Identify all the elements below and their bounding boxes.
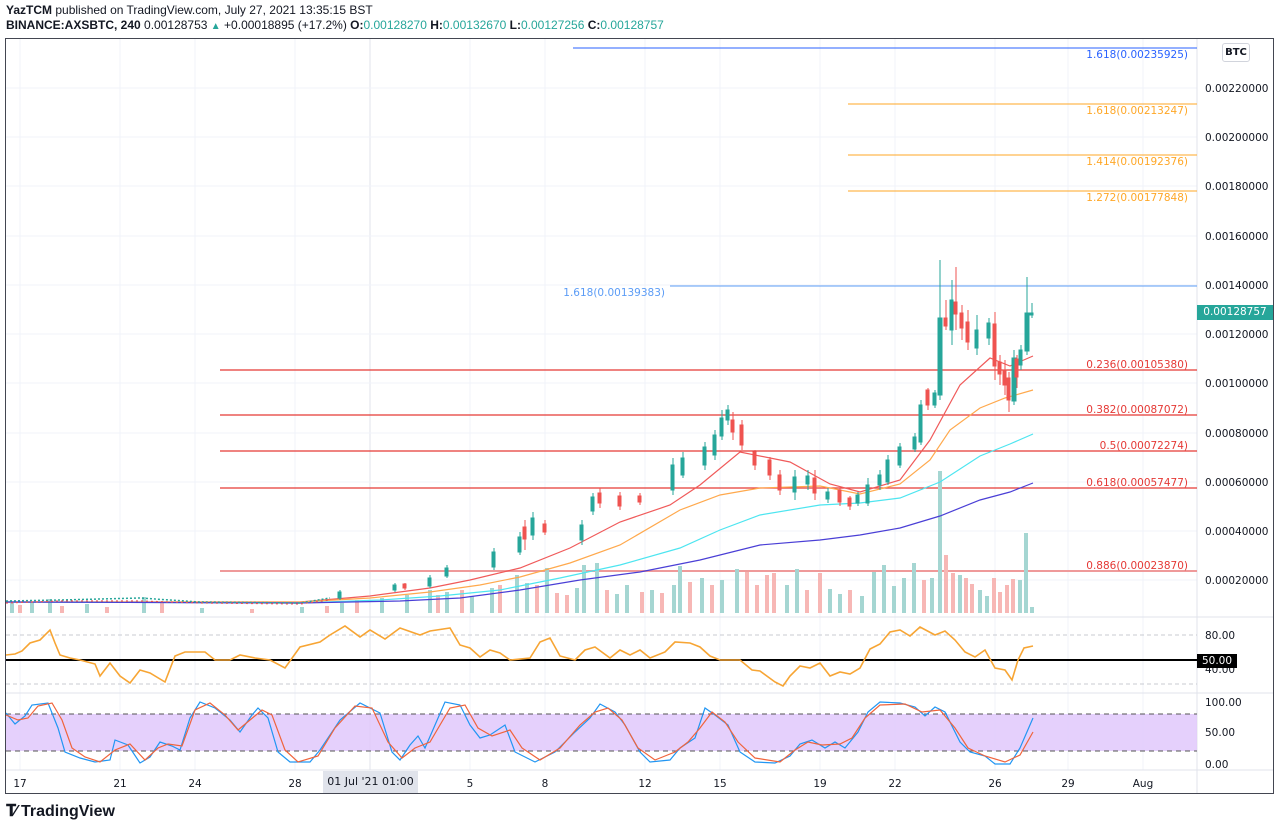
time-tick: 12 xyxy=(638,778,651,790)
svg-text:0.5(0.00072274): 0.5(0.00072274) xyxy=(1100,440,1188,452)
price-change: +0.00018895 (+17.2%) xyxy=(224,18,347,32)
svg-text:1.618(0.00139383): 1.618(0.00139383) xyxy=(563,287,665,299)
svg-text:0.618(0.00057477): 0.618(0.00057477) xyxy=(1086,477,1188,489)
time-tick: 22 xyxy=(888,778,901,790)
svg-text:0.382(0.00087072): 0.382(0.00087072) xyxy=(1086,404,1188,416)
price-tick: 0.00220000 xyxy=(1205,83,1268,95)
rsi-tick: 80.00 xyxy=(1205,630,1235,642)
time-tick: 24 xyxy=(188,778,202,790)
chart-frame xyxy=(5,38,1274,794)
stoch-band xyxy=(6,714,1197,751)
ema-20-line xyxy=(6,355,1034,603)
ema-100-line xyxy=(5,433,1034,604)
rsi-pane xyxy=(5,625,1197,688)
open-label: O: xyxy=(350,18,364,32)
grid-horizontal xyxy=(6,87,1197,581)
time-axis[interactable]: 17 21 24 28 5 8 12 15 19 22 26 29 Aug xyxy=(13,778,1153,790)
stoch-tick: 100.00 xyxy=(1205,697,1242,709)
stoch-axis[interactable]: 100.00 50.00 0.00 xyxy=(1205,697,1242,771)
price-tick: 0.00200000 xyxy=(1205,132,1268,144)
time-tick: 5 xyxy=(467,778,474,790)
ema-50-line xyxy=(6,389,1034,603)
stoch-d-line xyxy=(5,702,1034,763)
publish-info: YazTCM published on TradingView.com, Jul… xyxy=(6,3,373,17)
price-tick: 0.00100000 xyxy=(1205,378,1268,390)
svg-text:1.618(0.00235925): 1.618(0.00235925) xyxy=(1086,49,1188,61)
brand-name: TradingView xyxy=(20,803,115,820)
current-price-tag: 0.00128757 xyxy=(1197,305,1273,320)
price-tick: 0.00140000 xyxy=(1205,280,1268,292)
fib-retracement-lines[interactable] xyxy=(220,369,1197,572)
grid-vertical xyxy=(19,39,1144,770)
time-tick: Aug xyxy=(1133,778,1154,790)
time-tick: 21 xyxy=(113,778,126,790)
stoch-tick: 0.00 xyxy=(1205,759,1228,771)
svg-text:1.618(0.00213247): 1.618(0.00213247) xyxy=(1086,105,1188,117)
currency-badge[interactable]: BTC xyxy=(1222,43,1250,62)
price-tick: 0.00160000 xyxy=(1205,231,1268,243)
open-value: 0.00128270 xyxy=(363,18,427,32)
symbol-legend: BINANCE:AXSBTC, 240 0.00128753 ▲ +0.0001… xyxy=(6,18,664,32)
time-tick: 17 xyxy=(13,778,26,790)
price-tick: 0.00120000 xyxy=(1205,329,1268,341)
svg-text:0.886(0.00023870): 0.886(0.00023870) xyxy=(1086,560,1188,572)
fib-extension-lines[interactable] xyxy=(573,47,1197,287)
high-label: H: xyxy=(430,18,443,32)
close-label: C: xyxy=(587,18,601,32)
time-tick: 8 xyxy=(542,778,549,790)
candlesticks xyxy=(5,260,1034,605)
last-price: 0.00128753 xyxy=(144,18,208,32)
stoch-rsi-pane xyxy=(5,701,1197,765)
high-value: 0.00132670 xyxy=(442,18,507,32)
tradingview-logo-icon: 𝐓∕ xyxy=(6,803,17,820)
time-tick: 26 xyxy=(988,778,1002,790)
price-tick: 0.00020000 xyxy=(1205,575,1268,587)
stoch-tick: 50.00 xyxy=(1205,727,1235,739)
price-tick: 0.00180000 xyxy=(1205,181,1268,193)
time-tick: 19 xyxy=(813,778,826,790)
moving-averages xyxy=(5,355,1034,604)
tradingview-logo[interactable]: 𝐓∕ TradingView xyxy=(6,803,115,821)
fib-labels: 1.618(0.00235925) 1.618(0.00213247) 1.41… xyxy=(563,49,1188,572)
price-tick: 0.00040000 xyxy=(1205,526,1268,538)
time-tick: 29 xyxy=(1061,778,1074,790)
author: YazTCM xyxy=(6,3,53,17)
svg-text:1.414(0.00192376): 1.414(0.00192376) xyxy=(1086,156,1188,168)
time-tick: 28 xyxy=(288,778,301,790)
low-value: 0.00127256 xyxy=(521,18,585,32)
crosshair-date-label: 01 Jul '21 01:00 xyxy=(323,771,418,793)
low-label: L: xyxy=(509,18,521,32)
rsi-level-tag: 50.00 xyxy=(1197,654,1237,668)
published-text: published on TradingView.com, July 27, 2… xyxy=(55,3,373,17)
rsi-line xyxy=(5,625,1034,688)
svg-text:1.272(0.00177848): 1.272(0.00177848) xyxy=(1086,192,1188,204)
price-tick: 0.00080000 xyxy=(1205,428,1268,440)
time-tick: 15 xyxy=(713,778,726,790)
volume-bars xyxy=(10,471,1034,613)
close-value: 0.00128757 xyxy=(600,18,664,32)
symbol-name: BINANCE:AXSBTC, 240 xyxy=(6,18,141,32)
up-arrow-icon: ▲ xyxy=(210,21,221,32)
price-axis[interactable]: 0.00220000 0.00200000 0.00180000 0.00160… xyxy=(1205,83,1268,587)
svg-text:0.236(0.00105380): 0.236(0.00105380) xyxy=(1086,359,1188,371)
price-tick: 0.00060000 xyxy=(1205,477,1268,489)
ema-200-line xyxy=(5,482,1034,604)
